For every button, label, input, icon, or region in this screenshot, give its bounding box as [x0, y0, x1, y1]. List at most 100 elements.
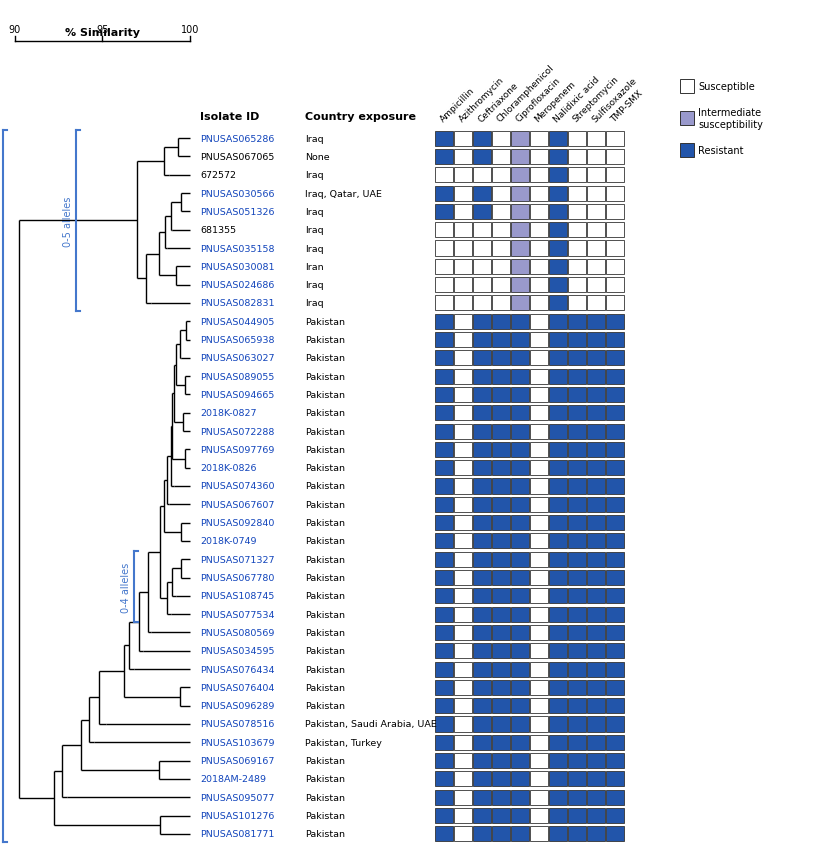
Bar	[511, 223, 530, 238]
Text: PNUSAS071327: PNUSAS071327	[200, 555, 275, 564]
Bar	[473, 570, 491, 585]
Bar	[531, 790, 548, 805]
Text: Azithromycin: Azithromycin	[457, 76, 506, 124]
Bar	[436, 771, 453, 786]
Text: PNUSAS076404: PNUSAS076404	[200, 683, 274, 692]
Bar	[511, 387, 530, 402]
Text: Pakistan: Pakistan	[305, 573, 345, 582]
Bar	[455, 790, 472, 805]
Text: Nalidixic acid: Nalidixic acid	[552, 75, 601, 124]
Text: Pakistan: Pakistan	[305, 518, 345, 528]
Bar	[492, 607, 511, 622]
Bar	[550, 369, 567, 384]
Bar	[455, 278, 472, 293]
Bar	[436, 570, 453, 585]
Bar	[568, 790, 586, 805]
Bar	[473, 680, 491, 695]
Bar	[473, 827, 491, 841]
Bar	[436, 589, 453, 604]
Text: PNUSAS051326: PNUSAS051326	[200, 208, 275, 217]
Text: PNUSAS024686: PNUSAS024686	[200, 281, 274, 290]
Bar	[455, 771, 472, 786]
Bar	[568, 351, 586, 366]
Text: 95: 95	[97, 25, 108, 35]
Bar	[455, 332, 472, 348]
Bar	[587, 461, 606, 475]
Bar	[492, 205, 511, 220]
Bar	[455, 735, 472, 750]
Bar	[568, 698, 586, 714]
Bar	[550, 790, 567, 805]
Bar	[531, 771, 548, 786]
Bar	[606, 479, 625, 494]
Bar	[680, 112, 694, 126]
Bar	[511, 424, 530, 439]
Bar	[511, 552, 530, 567]
Bar	[606, 387, 625, 402]
Bar	[455, 150, 472, 164]
Bar	[606, 132, 625, 146]
Bar	[492, 278, 511, 293]
Bar	[587, 552, 606, 567]
Bar	[511, 241, 530, 257]
Bar	[606, 150, 625, 164]
Bar	[473, 662, 491, 677]
Bar	[568, 314, 586, 330]
Bar	[492, 716, 511, 732]
Bar	[531, 406, 548, 421]
Bar	[455, 241, 472, 257]
Bar	[587, 387, 606, 402]
Bar	[473, 332, 491, 348]
Bar	[587, 223, 606, 238]
Bar	[680, 144, 694, 158]
Bar	[455, 570, 472, 585]
Bar	[587, 150, 606, 164]
Bar	[511, 662, 530, 677]
Bar	[473, 168, 491, 183]
Bar	[550, 387, 567, 402]
Text: PNUSAS072288: PNUSAS072288	[200, 427, 274, 436]
Bar	[455, 589, 472, 604]
Bar	[568, 406, 586, 421]
Bar	[587, 132, 606, 146]
Bar	[568, 461, 586, 475]
Bar	[568, 552, 586, 567]
Text: Sulfisoxazole: Sulfisoxazole	[590, 76, 638, 124]
Text: Iraq: Iraq	[305, 134, 324, 144]
Bar	[606, 223, 625, 238]
Bar	[492, 680, 511, 695]
Bar	[492, 827, 511, 841]
Text: Pakistan: Pakistan	[305, 793, 345, 802]
Bar	[587, 716, 606, 732]
Bar	[455, 534, 472, 548]
Bar	[531, 150, 548, 164]
Bar	[587, 332, 606, 348]
Bar	[568, 643, 586, 659]
Bar	[568, 827, 586, 841]
Bar	[587, 168, 606, 183]
Bar	[550, 351, 567, 366]
Bar	[606, 424, 625, 439]
Bar	[606, 680, 625, 695]
Text: PNUSAS081771: PNUSAS081771	[200, 829, 274, 839]
Bar	[436, 753, 453, 768]
Bar	[455, 808, 472, 823]
Bar	[568, 735, 586, 750]
Bar	[531, 516, 548, 530]
Bar	[531, 589, 548, 604]
Bar	[606, 552, 625, 567]
Bar	[455, 223, 472, 238]
Bar	[473, 607, 491, 622]
Bar	[511, 716, 530, 732]
Bar	[492, 387, 511, 402]
Bar	[587, 186, 606, 201]
Bar	[587, 643, 606, 659]
Bar	[436, 808, 453, 823]
Bar	[492, 241, 511, 257]
Bar	[587, 607, 606, 622]
Bar	[587, 753, 606, 768]
Text: Pakistan: Pakistan	[305, 829, 345, 839]
Bar	[606, 735, 625, 750]
Bar	[531, 735, 548, 750]
Bar	[473, 259, 491, 275]
